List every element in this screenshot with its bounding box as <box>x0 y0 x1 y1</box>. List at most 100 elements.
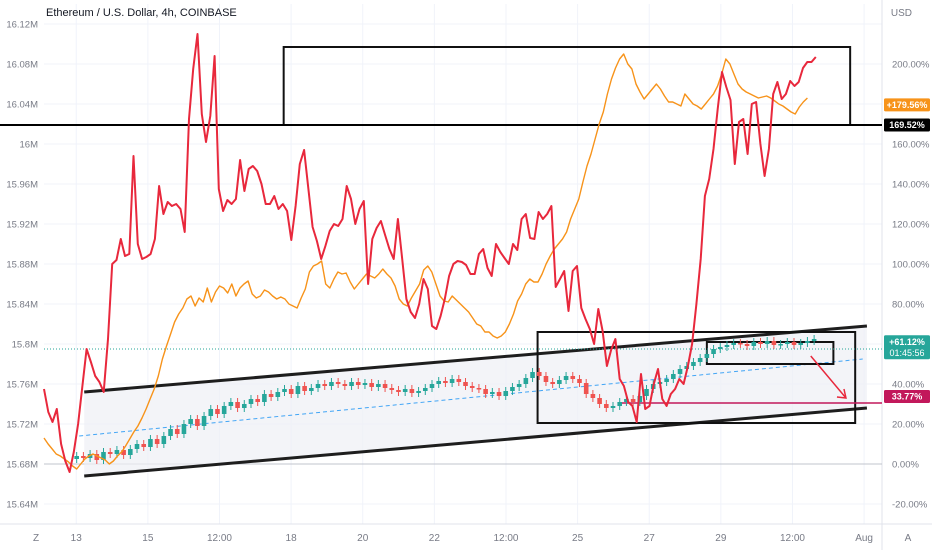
candle-body <box>449 379 455 383</box>
candle-body <box>208 409 214 416</box>
candle-body <box>637 396 643 402</box>
candle-body <box>771 341 777 345</box>
candle-body <box>81 456 86 458</box>
bottom-axis: 13 15 12:00 18 20 22 12:00 25 27 29 12:00 Aug <box>71 533 873 544</box>
candle-body <box>677 369 683 374</box>
channel-fill <box>84 326 867 476</box>
candle-body <box>409 389 415 393</box>
x-tick-label: 13 <box>71 533 83 544</box>
candle-body <box>717 347 723 349</box>
candle-body <box>697 358 703 362</box>
candle-body <box>704 354 710 358</box>
series-line-orange <box>43 53 808 470</box>
candle-body <box>805 341 810 343</box>
candle-body <box>248 399 254 404</box>
auto-scale-icon[interactable]: A <box>905 533 912 544</box>
candle-body <box>751 342 757 346</box>
candle-body <box>376 384 381 387</box>
timezone-icon[interactable]: Z <box>33 533 39 544</box>
candle-body <box>429 384 435 388</box>
right-tick-label: 140.00% <box>892 180 930 191</box>
candle-body <box>128 449 133 455</box>
candle-body <box>221 406 227 414</box>
x-tick-label: 25 <box>572 533 584 544</box>
candle-body <box>121 450 126 455</box>
candle-body <box>188 419 193 424</box>
candle-body <box>349 382 354 386</box>
candle-body <box>583 383 589 394</box>
price-badge <box>884 335 930 360</box>
left-tick-label: 16M <box>20 140 39 151</box>
channel-lower-line <box>84 406 868 478</box>
candle-body <box>215 409 220 414</box>
candle-body <box>476 388 482 390</box>
candle-body <box>536 372 542 376</box>
badge-label: 33.77% <box>892 392 923 402</box>
right-tick-label: 100.00% <box>892 260 930 271</box>
x-tick-label: 20 <box>357 533 369 544</box>
unit-label: USD <box>891 8 912 19</box>
series-line-red <box>43 33 817 473</box>
left-tick-label: 15.92M <box>6 220 38 231</box>
candle-body <box>630 399 636 402</box>
candle-body <box>724 345 730 347</box>
candle-body <box>624 399 629 402</box>
candle-body <box>691 362 696 366</box>
candle-body <box>523 378 529 384</box>
channel-upper-line <box>84 324 868 394</box>
candle-body <box>791 342 797 345</box>
candle-body <box>134 444 140 449</box>
right-tick-label: 120.00% <box>892 220 930 231</box>
channel-mid-line <box>79 358 863 437</box>
candle-body <box>329 382 334 386</box>
candle-body <box>603 404 609 408</box>
candle-body <box>744 344 750 346</box>
right-tick-label: 160.00% <box>892 140 930 151</box>
candle-body <box>154 439 160 444</box>
candle-body <box>288 389 294 394</box>
left-tick-label: 15.72M <box>6 420 38 431</box>
candle-body <box>738 343 743 345</box>
candle-body <box>355 382 361 385</box>
candle-body <box>268 394 274 397</box>
candle-body <box>516 384 522 387</box>
candle-body <box>382 384 388 388</box>
candle-body <box>577 379 582 383</box>
candle-body <box>490 392 495 394</box>
candle-body <box>342 384 348 386</box>
channel <box>79 324 868 478</box>
candle-body <box>543 376 549 382</box>
candle-body <box>282 389 287 392</box>
candle-body <box>778 344 783 346</box>
levels <box>0 124 882 404</box>
lines <box>43 33 817 473</box>
left-tick-label: 16.12M <box>6 20 38 31</box>
left-tick-label: 15.8M <box>12 340 38 351</box>
candle-body <box>101 452 106 460</box>
candle-body <box>798 343 804 345</box>
candle-body <box>758 342 763 344</box>
candle-body <box>463 382 468 386</box>
candle-body <box>456 379 462 382</box>
candle-body <box>396 390 401 392</box>
candle-body <box>181 424 187 434</box>
candle-body <box>402 389 408 392</box>
candle-body <box>731 343 736 345</box>
right-tick-label: 0.00% <box>892 460 919 471</box>
mid-box <box>536 331 857 424</box>
candle-body <box>443 381 448 383</box>
badge-sublabel: 01:45:56 <box>889 348 924 358</box>
projection-arrowhead <box>836 388 847 399</box>
candle-body <box>764 341 770 344</box>
candle-body <box>201 416 207 426</box>
candle-body <box>644 389 649 396</box>
x-tick-label: Aug <box>855 533 873 544</box>
left-tick-label: 16.08M <box>6 60 38 71</box>
price-badge <box>884 389 930 403</box>
x-tick-label: 15 <box>142 533 154 544</box>
candle-body <box>275 392 281 397</box>
left-axis: 16.12M 16.08M 16.04M 16M 15.96M 15.92M 15.88M 1… <box>6 20 38 511</box>
candle-body <box>422 388 428 391</box>
candle-body <box>335 382 341 384</box>
